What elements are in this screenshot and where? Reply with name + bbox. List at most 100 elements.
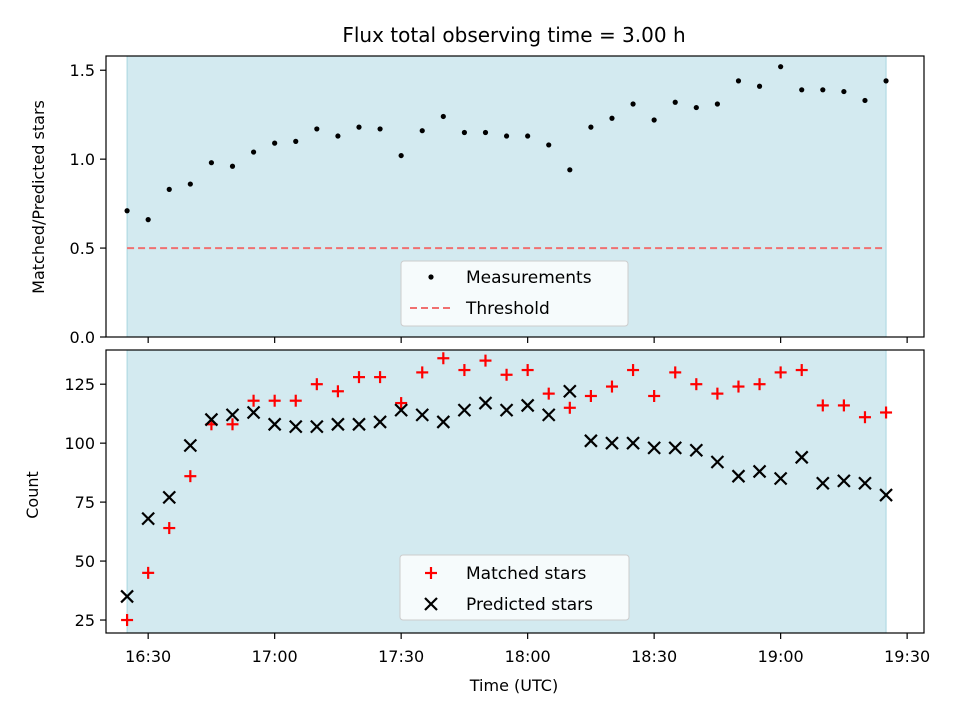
predicted-marker-b <box>689 443 704 458</box>
measurement-point <box>377 126 383 132</box>
measurement-point <box>525 133 531 139</box>
predicted-marker-b <box>710 455 725 469</box>
predicted-marker-b <box>436 415 451 429</box>
predicted-marker-b <box>858 476 872 491</box>
predicted-marker-b <box>668 441 683 455</box>
predicted-marker-b <box>204 412 219 427</box>
legend-predicted-label: Predicted stars <box>466 595 593 615</box>
predicted-star-point <box>204 412 219 427</box>
predicted-star-point <box>858 476 872 491</box>
legend-matched-marker <box>425 567 437 579</box>
measurement-point <box>862 97 868 104</box>
count-ytick-label: 125 <box>64 375 95 394</box>
matched-star-point <box>289 394 302 407</box>
legend-measurements-label: Measurements <box>466 268 592 288</box>
predicted-marker-b <box>879 488 893 502</box>
predicted-star-point <box>668 441 683 455</box>
predicted-star-point <box>520 398 535 413</box>
count-panel-xlabel: Time (UTC) <box>469 676 558 695</box>
predicted-marker-b <box>752 464 767 479</box>
ratio-panel-frame <box>105 55 925 338</box>
predicted-marker-b <box>141 511 155 526</box>
matched-star-point <box>163 522 176 535</box>
predicted-star-point <box>352 417 366 432</box>
measurement-point <box>609 115 615 121</box>
predicted-star-point <box>288 419 303 434</box>
count-panel-ylabel: Count <box>23 471 42 519</box>
measurement-point <box>272 140 278 146</box>
matched-star-point <box>226 418 239 431</box>
predicted-star-point <box>499 403 514 417</box>
predicted-marker-b <box>331 417 345 432</box>
matched-star-point <box>331 385 344 398</box>
predicted-star-point <box>710 455 725 469</box>
predicted-marker-b <box>183 438 198 453</box>
measurement-points <box>124 64 889 223</box>
matched-star-point <box>310 378 323 391</box>
predicted-marker-b <box>731 469 746 483</box>
predicted-marker-b <box>563 384 577 399</box>
matched-star-point <box>605 380 618 393</box>
predicted-marker-b <box>288 419 303 434</box>
predicted-star-point <box>415 408 430 422</box>
measurement-point <box>735 78 742 84</box>
measurement-point <box>883 78 889 84</box>
matched-star-point <box>753 378 766 391</box>
count-legend-box <box>399 554 630 621</box>
ratio-ytick-label: 0.5 <box>70 239 95 258</box>
predicted-marker-b <box>647 441 661 455</box>
ratio-panel-ylabel: Matched/Predicted stars <box>29 100 48 294</box>
predicted-marker-b <box>478 396 493 410</box>
matched-star-point <box>374 371 387 384</box>
matched-star-point <box>858 411 871 424</box>
matched-star-point <box>774 366 787 379</box>
measurement-point <box>841 88 847 95</box>
predicted-marker-b <box>352 417 366 432</box>
predicted-star-point <box>183 438 198 453</box>
predicted-marker-b <box>794 450 809 465</box>
predicted-star-point <box>162 490 177 505</box>
predicted-star-point <box>436 415 451 429</box>
predicted-star-point <box>816 476 830 491</box>
measurement-point <box>440 113 446 120</box>
matched-star-point <box>500 368 513 381</box>
ratio-panel: 0.0 0.5 1.0 1.5 Matched/Predicted stars Mea… <box>29 55 925 347</box>
predicted-star-point <box>373 415 387 429</box>
measurement-point <box>630 101 636 107</box>
predicted-marker-b <box>626 436 640 450</box>
matched-star-point <box>563 401 576 414</box>
predicted-star-point <box>246 405 261 420</box>
measurement-point <box>124 208 130 214</box>
legend-matched-label: Matched stars <box>466 564 586 584</box>
count-panel: 25 50 75 100 125 16:30 17:00 17:30 18:00 18:30 19:… <box>23 349 930 695</box>
predicted-marker-b <box>310 419 324 434</box>
count-panel-frame <box>105 349 925 634</box>
predicted-star-point <box>394 403 408 417</box>
predicted-marker-b <box>373 415 387 429</box>
count-xtick-label: 17:30 <box>378 647 424 666</box>
ratio-legend-box <box>400 260 629 327</box>
ratio-panel-legend: Measurements Threshold <box>400 260 629 327</box>
predicted-star-point <box>647 441 661 455</box>
measurement-point <box>314 126 320 132</box>
predicted-marker-b <box>225 408 240 422</box>
matched-star-point <box>584 389 597 402</box>
count-xtick-label: 18:30 <box>631 647 677 666</box>
measurement-point <box>461 129 468 136</box>
matched-star-point <box>648 389 661 402</box>
ratio-panel-ticks: 0.0 0.5 1.0 1.5 <box>70 61 908 347</box>
matched-star-point <box>627 364 640 377</box>
measurement-point <box>229 163 236 169</box>
predicted-stars-points <box>120 384 893 604</box>
count-xtick-label: 19:30 <box>884 647 930 666</box>
ratio-ytick-label: 1.0 <box>70 150 95 169</box>
measurement-point <box>503 133 510 139</box>
predicted-star-point <box>120 589 134 604</box>
legend-threshold-label: Threshold <box>465 299 550 319</box>
measurement-point <box>799 87 805 93</box>
measurement-point <box>356 124 362 130</box>
predicted-marker-b <box>605 436 619 450</box>
count-ytick-label: 50 <box>75 552 95 571</box>
count-xtick-label: 17:00 <box>252 647 298 666</box>
count-xtick-label: 18:00 <box>505 647 551 666</box>
